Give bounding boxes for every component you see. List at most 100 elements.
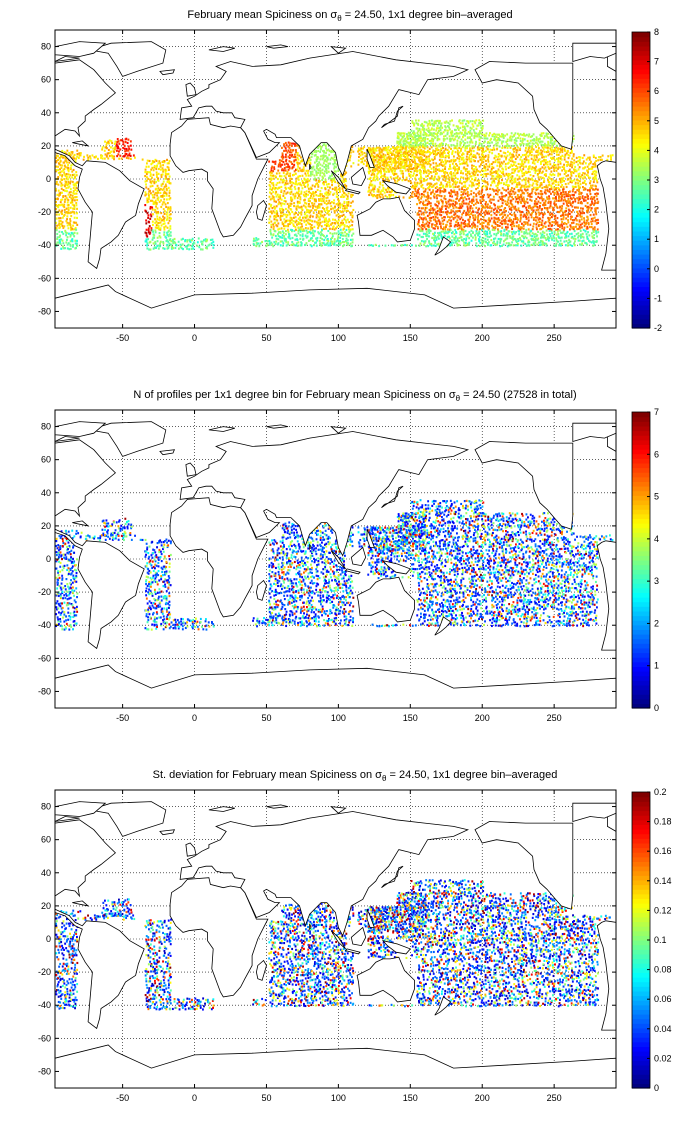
data-bin <box>89 157 92 160</box>
data-bin <box>438 145 441 148</box>
data-bin <box>502 215 504 218</box>
data-bin <box>71 176 74 179</box>
data-bin <box>105 146 107 149</box>
data-bin <box>438 143 441 146</box>
data-bin <box>270 177 273 180</box>
data-bin <box>474 234 476 237</box>
data-bin <box>79 152 82 155</box>
data-bin <box>308 230 311 234</box>
data-bin <box>173 240 176 243</box>
data-bin <box>64 247 66 250</box>
data-bin <box>180 247 183 250</box>
data-bin <box>402 132 405 135</box>
data-bin <box>411 135 414 138</box>
data-bin <box>503 160 505 163</box>
data-bin <box>274 230 277 233</box>
data-bin <box>484 237 487 240</box>
data-bin <box>499 197 502 201</box>
data-bin <box>416 233 419 236</box>
data-bin <box>297 223 300 226</box>
data-bin <box>151 206 154 209</box>
data-bin <box>311 237 313 240</box>
data-bin <box>474 156 477 159</box>
data-bin <box>347 200 350 204</box>
data-bin <box>421 153 424 156</box>
data-bin <box>486 242 489 245</box>
data-bin <box>330 156 333 159</box>
data-bin <box>309 191 312 195</box>
data-bin <box>312 195 315 198</box>
data-bin <box>275 237 278 240</box>
data-bin <box>368 147 371 150</box>
data-bin <box>454 212 457 215</box>
data-bin <box>507 198 510 201</box>
data-bin <box>472 231 474 234</box>
data-bin <box>535 213 538 216</box>
data-bin <box>349 205 352 208</box>
data-bin <box>295 228 297 231</box>
data-bin <box>519 200 522 203</box>
data-bin <box>456 135 459 138</box>
data-bin <box>444 147 447 150</box>
data-bin <box>333 221 336 225</box>
data-bin <box>451 215 453 218</box>
data-bin <box>527 193 530 196</box>
data-bin <box>119 154 122 157</box>
data-bin <box>119 148 122 151</box>
data-bin <box>167 178 170 181</box>
data-bin <box>122 143 125 146</box>
data-bin <box>437 235 439 238</box>
data-bin <box>451 162 454 165</box>
data-bin <box>525 143 528 146</box>
data-bin <box>405 161 408 164</box>
data-bin <box>68 161 71 164</box>
data-bin <box>386 163 389 166</box>
data-bin <box>440 149 443 152</box>
data-bin <box>127 157 130 160</box>
data-bin <box>482 141 485 144</box>
data-bin <box>448 167 450 171</box>
data-bin <box>368 244 371 247</box>
data-bin <box>370 155 373 158</box>
data-bin <box>264 240 267 243</box>
data-bin <box>506 146 509 150</box>
data-bin <box>443 226 445 229</box>
data-bin <box>349 242 352 245</box>
data-bin <box>523 153 526 157</box>
data-bin <box>414 169 417 172</box>
data-bin <box>531 179 534 182</box>
data-bin <box>164 203 167 206</box>
data-bin <box>408 132 411 135</box>
data-bin <box>533 217 535 220</box>
data-bin <box>147 227 150 230</box>
data-bin <box>432 227 435 230</box>
data-bin <box>468 154 471 157</box>
data-bin <box>431 158 433 161</box>
data-bin <box>508 217 511 220</box>
data-bin <box>388 170 391 173</box>
data-bin <box>162 215 164 218</box>
data-bin <box>167 235 170 238</box>
data-bin <box>525 244 528 247</box>
data-bin <box>531 228 534 231</box>
data-bin <box>484 140 486 143</box>
data-bin <box>252 239 255 243</box>
data-bin <box>496 138 499 142</box>
data-bin <box>483 134 486 138</box>
data-bin <box>466 177 469 180</box>
data-bin <box>425 158 428 161</box>
data-bin <box>307 193 309 196</box>
data-bin <box>429 197 432 200</box>
data-bin <box>75 228 78 231</box>
data-bin <box>511 153 513 156</box>
data-bin <box>277 238 280 241</box>
data-bin <box>149 231 152 234</box>
data-bin <box>158 188 161 192</box>
data-bin <box>469 205 472 208</box>
data-bin <box>476 218 479 221</box>
data-bin <box>380 189 383 192</box>
data-bin <box>397 157 399 160</box>
data-bin <box>254 239 257 242</box>
data-bin <box>430 142 433 145</box>
data-bin <box>523 198 525 201</box>
